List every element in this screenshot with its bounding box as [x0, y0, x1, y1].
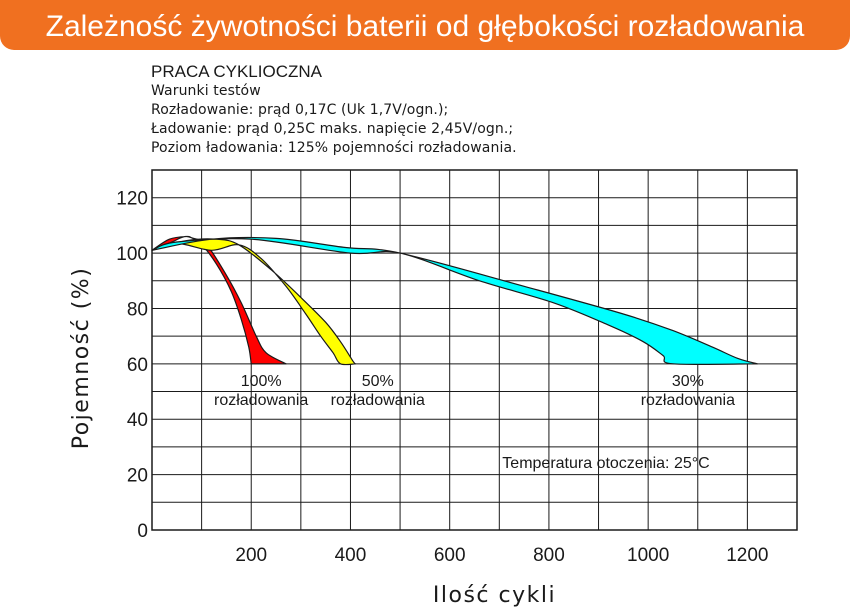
conditions-line: Poziom ładowania: 125% pojemności rozład… [151, 140, 517, 156]
y-tick-label: 20 [127, 466, 148, 487]
x-tick-label: 200 [235, 545, 267, 566]
plot-border [151, 169, 798, 531]
test-conditions: PRACA CYKLIOCZNA Warunki testów Rozładow… [151, 61, 517, 158]
y-tick-label: 40 [127, 410, 148, 431]
series-label-text: rozładowania [641, 392, 735, 409]
x-tick-label: 400 [335, 545, 367, 566]
series-band-2 [151, 238, 356, 366]
y-axis-title: Pojemność (%) [69, 267, 94, 450]
conditions-line: Rozładowanie: prąd 0,17C (Uk 1,7V/ogn.); [151, 102, 449, 118]
y-tick-label: 100 [116, 244, 148, 265]
chart-title: Zależność żywotności baterii od głębokoś… [45, 10, 805, 43]
y-tick-label: 60 [127, 355, 148, 376]
x-tick-label: 1000 [627, 545, 669, 566]
series-band-3 [151, 236, 758, 366]
y-tick-label: 0 [137, 521, 148, 542]
x-tick-label: 600 [434, 545, 466, 566]
series-label-value: 50% [362, 373, 394, 390]
series-label-text: rozładowania [331, 392, 425, 409]
conditions-line: Ładowanie: prąd 0,25C maks. napięcie 2,4… [151, 121, 514, 137]
series-label-value: 100% [241, 373, 282, 390]
y-tick-label: 80 [127, 299, 148, 320]
temperature-annotation: Temperatura otoczenia: 25°C [502, 455, 709, 472]
series-label-text: rozładowania [214, 392, 308, 409]
conditions-line: Warunki testów [151, 83, 261, 99]
series-label-value: 30% [672, 373, 704, 390]
x-tick-label: 800 [533, 545, 565, 566]
title-banner [0, 0, 850, 50]
x-tick-label: 1200 [726, 545, 768, 566]
y-tick-label: 120 [116, 189, 148, 210]
conditions-heading: PRACA CYKLIOCZNA [151, 62, 322, 81]
x-axis-title: Ilość cykli [433, 583, 556, 608]
